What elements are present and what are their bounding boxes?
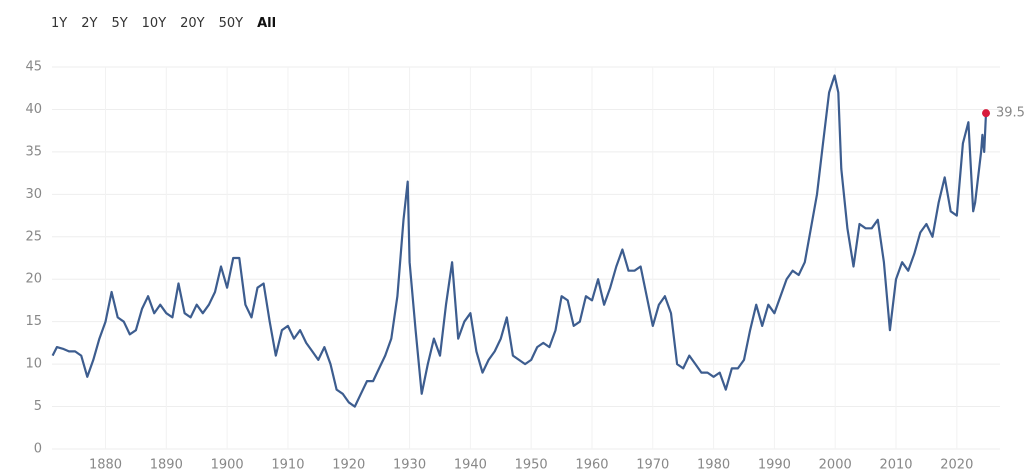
range-button[interactable]: All (250, 14, 283, 33)
range-button[interactable]: 1Y (44, 14, 74, 33)
line-series (51, 74, 988, 408)
y-tick-label: 10 (25, 357, 42, 372)
x-tick-label: 1940 (454, 458, 487, 473)
y-tick-label: 20 (25, 272, 42, 287)
x-tick-label: 1990 (758, 458, 791, 473)
range-button[interactable]: 5Y (104, 14, 134, 33)
y-tick-label: 30 (25, 187, 42, 202)
x-tick-label: 1960 (575, 458, 608, 473)
range-selector: 1Y 2Y 5Y 10Y 20Y 50Y All (44, 14, 283, 33)
range-button[interactable]: 50Y (212, 14, 250, 33)
x-tick-label: 1920 (332, 458, 365, 473)
x-tick-label: 1880 (89, 458, 122, 473)
x-tick-label: 2000 (819, 458, 852, 473)
x-tick-label: 2020 (940, 458, 973, 473)
range-button[interactable]: 20Y (173, 14, 211, 33)
end-label: 39.56 (996, 106, 1024, 121)
y-tick-label: 5 (34, 399, 42, 414)
range-button[interactable]: 2Y (74, 14, 104, 33)
y-tick-label: 35 (25, 144, 42, 159)
x-tick-label: 1980 (697, 458, 730, 473)
x-tick-label: 1890 (150, 458, 183, 473)
x-tick-label: 1910 (271, 458, 304, 473)
x-tick-label: 2010 (879, 458, 912, 473)
x-tick-label: 1900 (211, 458, 244, 473)
y-tick-label: 15 (25, 314, 42, 329)
x-tick-label: 1930 (393, 458, 426, 473)
y-tick-label: 0 (34, 442, 42, 457)
y-tick-label: 40 (25, 102, 42, 117)
y-tick-label: 45 (25, 60, 42, 75)
x-tick-label: 1950 (515, 458, 548, 473)
range-button[interactable]: 10Y (135, 14, 173, 33)
y-tick-label: 25 (25, 229, 42, 244)
x-tick-label: 1970 (636, 458, 669, 473)
end-point (982, 109, 991, 118)
